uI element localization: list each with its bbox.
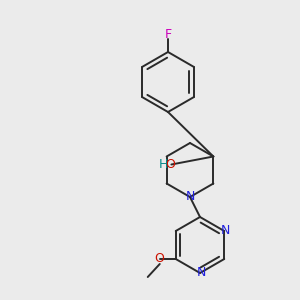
Text: F: F bbox=[164, 28, 172, 40]
Text: N: N bbox=[196, 266, 206, 280]
Text: N: N bbox=[185, 190, 195, 203]
Text: O: O bbox=[165, 158, 175, 171]
Text: H: H bbox=[159, 158, 168, 171]
Text: N: N bbox=[220, 224, 230, 238]
Text: O: O bbox=[154, 253, 164, 266]
